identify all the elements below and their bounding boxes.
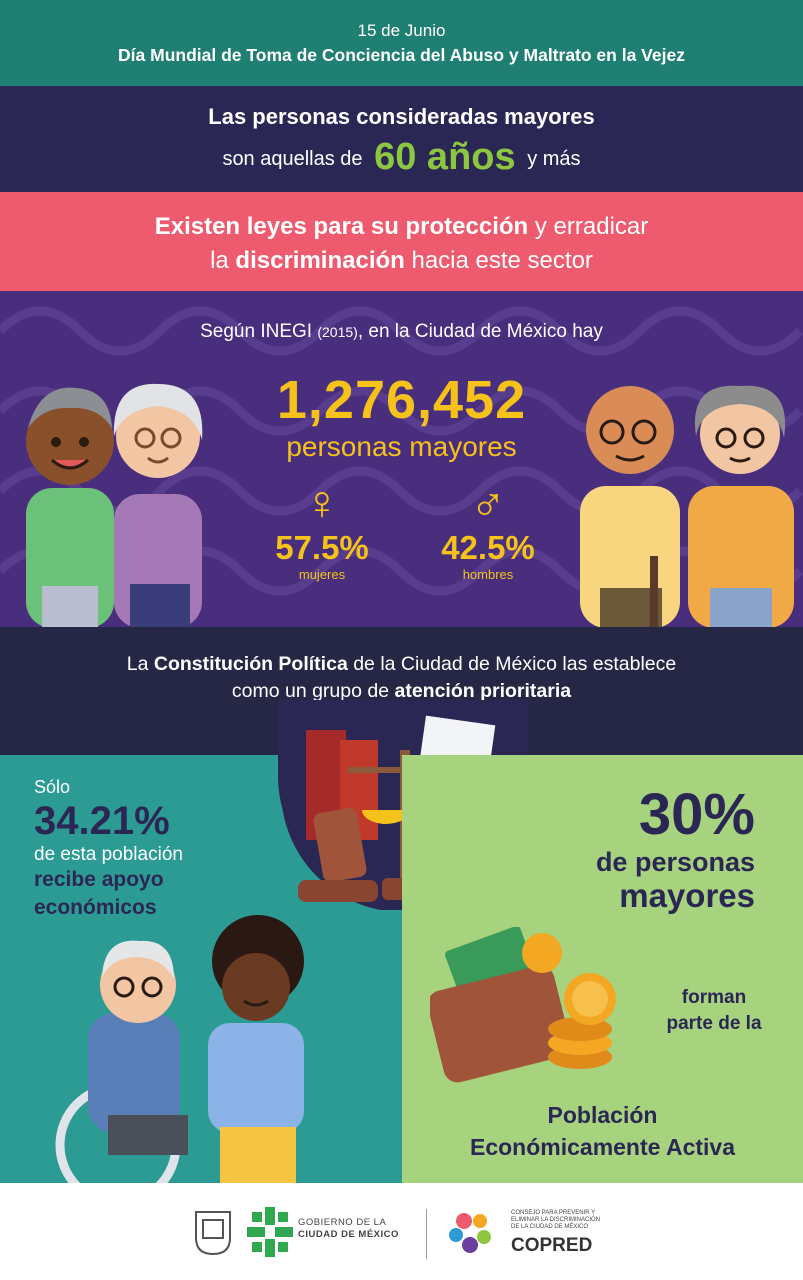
workforce-percentage: 30%	[638, 782, 755, 847]
intro-text-b: , en la Ciudad de México hay	[357, 321, 603, 342]
elderly-couple-left-illustration	[26, 383, 203, 627]
support-panel: Sólo 34.21% de esta población recibe apo…	[0, 755, 402, 1183]
const-a: La	[126, 653, 154, 675]
wheelchair-caregiver-illustration	[55, 915, 304, 1183]
women-percentage: 57.5%	[275, 529, 369, 566]
const-bold-2: atención prioritaria	[394, 680, 572, 702]
cdmx-government-logo	[247, 1207, 293, 1257]
age-line-1: Las personas consideradas mayores	[208, 104, 595, 129]
gob-line-2: CIUDAD DE MÉXICO	[298, 1229, 399, 1240]
discrimination-bold: discriminación	[235, 247, 405, 274]
elderly-couple-right-illustration	[580, 385, 794, 627]
gob-line-1: GOBIERNO DE LA	[298, 1217, 387, 1228]
laws-bold: Existen leyes para su protección	[154, 213, 529, 240]
workforce-text: 30% de personas mayores	[596, 783, 755, 915]
pea-line-1: Población	[547, 1102, 658, 1128]
wallet-coins-illustration	[430, 927, 616, 1083]
footer-divider	[426, 1209, 427, 1259]
laws-rest: y erradicar	[528, 213, 649, 240]
inegi-stats-panel: Según INEGI (2015), en la Ciudad de Méxi…	[0, 291, 803, 627]
workforce-line-1: de personas	[595, 847, 755, 877]
constitution-line-2: como un grupo de atención prioritaria	[0, 678, 803, 705]
support-description: de esta población	[34, 844, 183, 865]
female-icon: ♀	[304, 477, 340, 530]
forman-line-2: parte de la	[666, 1013, 762, 1034]
support-strong-1: recibe apoyo	[34, 868, 164, 891]
women-stat: ♀ 57.5% mujeres	[262, 477, 382, 583]
laws-l2-rest: hacia este sector	[404, 247, 593, 274]
workforce-line-2: mayores	[619, 877, 755, 914]
support-strong-2: económicos	[34, 896, 157, 919]
age-line-2-before: son aquellas de	[222, 148, 363, 170]
pea-text: Población Económicamente Activa	[402, 1099, 803, 1163]
const-c: de la Ciudad de México las establece	[347, 653, 677, 675]
intro-year: (2015)	[317, 324, 358, 340]
age-highlight: 60 años	[374, 136, 516, 178]
copred-small-3: DE LA CIUDAD DE MÉXICO	[511, 1224, 589, 1230]
header-band: 15 de Junio Día Mundial de Toma de Conci…	[0, 0, 803, 86]
men-percentage: 42.5%	[441, 529, 535, 566]
age-line-2: son aquellas de 60 años y más	[0, 136, 803, 179]
pea-line-2: Económicamente Activa	[469, 1134, 736, 1160]
forman-text: forman parte de la	[654, 985, 774, 1037]
forman-line-1: forman	[681, 987, 747, 1008]
support-percentage: 34.21%	[34, 799, 170, 843]
inegi-intro: Según INEGI (2015), en la Ciudad de Méxi…	[0, 321, 803, 343]
const-d: como un grupo de	[231, 680, 395, 702]
const-bold-1: Constitución Política	[153, 653, 348, 675]
laws-line-1: Existen leyes para su protección y errad…	[0, 210, 803, 244]
support-text: Sólo 34.21% de esta población recibe apo…	[34, 777, 183, 922]
age-line-2-after: y más	[527, 148, 581, 170]
workforce-panel: 30% de personas mayores forman parte de …	[402, 755, 803, 1183]
copred-small-1: CONSEJO PARA PREVENIR Y	[511, 1210, 596, 1216]
support-solo: Sólo	[34, 777, 71, 797]
age-definition-band: Las personas consideradas mayores son aq…	[0, 86, 803, 192]
women-label: mujeres	[298, 567, 346, 582]
footer-logos: GOBIERNO DE LA CIUDAD DE MÉXICO CONSEJO …	[0, 1183, 803, 1280]
men-label: hombres	[462, 567, 514, 582]
copred-name: COPRED	[511, 1235, 593, 1256]
copred-small-2: ELIMINAR LA DISCRIMINACIÓN	[511, 1217, 601, 1223]
cdmx-shield-logo	[195, 1211, 231, 1256]
cdmx-government-text: GOBIERNO DE LA CIUDAD DE MÉXICO	[298, 1217, 399, 1241]
population-label: personas mayores	[286, 431, 517, 462]
laws-line-2: la discriminación hacia este sector	[0, 244, 803, 278]
date-text: 15 de Junio	[357, 21, 446, 40]
laws-l2-start: la	[210, 247, 236, 274]
page-title: Día Mundial de Toma de Conciencia del Ab…	[118, 45, 685, 65]
intro-text-a: Según INEGI	[200, 321, 318, 342]
population-count: 1,276,452	[276, 370, 527, 430]
male-icon: ♂	[470, 477, 506, 530]
laws-band: Existen leyes para su protección y errad…	[0, 192, 803, 291]
copred-description: CONSEJO PARA PREVENIR Y ELIMINAR LA DISC…	[511, 1210, 621, 1231]
constitution-line-1: La Constitución Política de la Ciudad de…	[0, 651, 803, 678]
copred-logo-icon	[449, 1213, 491, 1253]
men-stat: ♂ 42.5% hombres	[428, 477, 548, 583]
